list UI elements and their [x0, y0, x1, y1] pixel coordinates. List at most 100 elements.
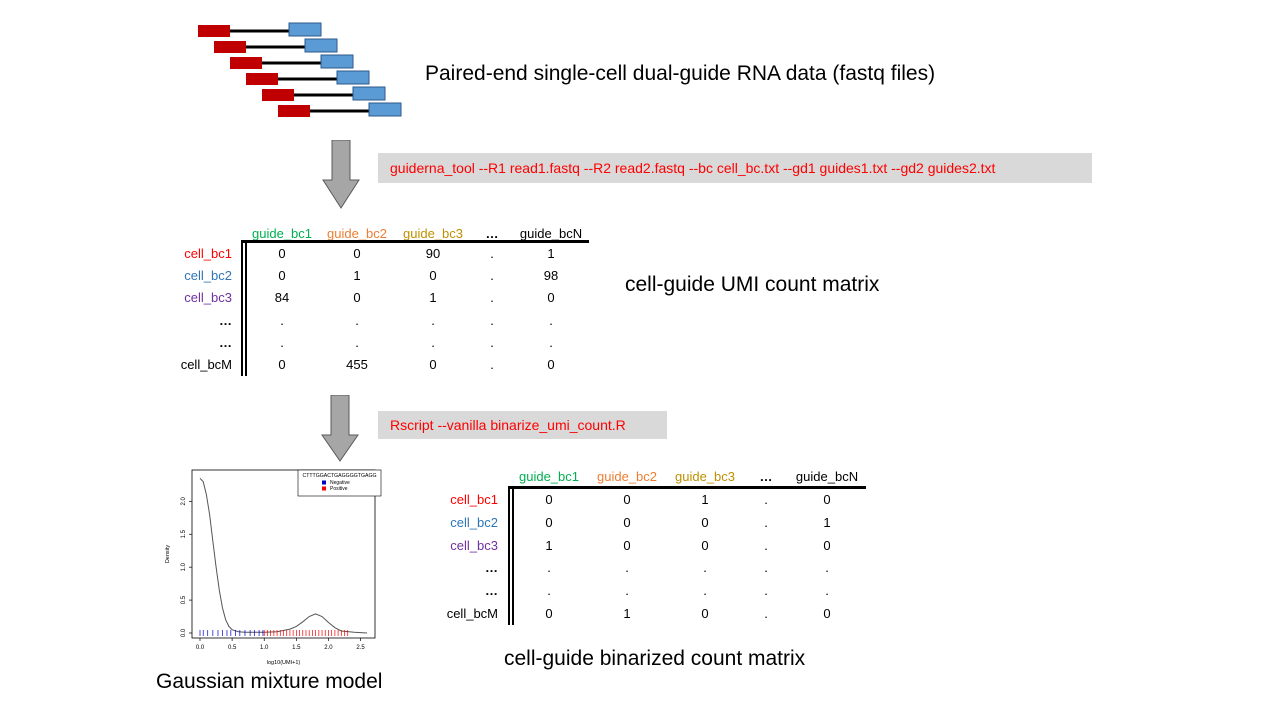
matrix-cell: 1 — [701, 492, 709, 507]
row-label: cell_bc2 — [450, 514, 498, 530]
matrix-cell: 0 — [547, 357, 555, 372]
matrix-header-rule — [241, 240, 589, 243]
matrix-cell: 0 — [278, 246, 286, 261]
matrix-cell: 1 — [547, 246, 555, 261]
read2-segment — [368, 102, 402, 117]
legend-item: Positive — [330, 486, 348, 492]
y-tick-label: 0.0 — [181, 628, 187, 637]
read2-segment — [304, 38, 338, 53]
column-header: guide_bc3 — [403, 226, 463, 241]
y-tick-label: 1.0 — [181, 562, 187, 571]
row-label: … — [219, 312, 232, 328]
matrix-row-rule — [245, 240, 247, 376]
matrix-cell: 0 — [823, 492, 831, 507]
matrix-cell: 0 — [547, 290, 555, 306]
read2-segment — [320, 54, 354, 69]
read1-segment — [278, 105, 310, 117]
read1-segment — [214, 41, 246, 53]
matrix-cell: . — [764, 537, 768, 553]
read-pairs-graphic — [198, 22, 402, 117]
matrix-cell: 455 — [346, 357, 368, 372]
matrix-cell: 84 — [274, 290, 290, 306]
column-header: guide_bcN — [795, 469, 859, 484]
matrix-cell: . — [764, 606, 768, 621]
matrix-cell: . — [625, 560, 629, 576]
matrix-cell: . — [490, 334, 494, 350]
x-tick-label: 0.5 — [228, 645, 237, 651]
legend-item: Negative — [330, 480, 350, 486]
matrix-cell: . — [825, 583, 829, 599]
plot-legend — [297, 469, 382, 497]
matrix-cell: . — [431, 334, 435, 350]
matrix-cell: 0 — [823, 606, 831, 621]
matrix-cell: 1 — [545, 537, 553, 553]
matrix-cell: . — [825, 560, 829, 576]
binarized-matrix-label: cell-guide binarized count matrix — [504, 647, 806, 670]
x-tick-label: 2.5 — [356, 645, 365, 651]
matrix-cell: . — [764, 514, 768, 530]
legend-swatch — [322, 486, 326, 491]
matrix-cell: 0 — [623, 514, 631, 530]
matrix-cell: . — [490, 357, 494, 372]
read1-segment — [198, 25, 230, 37]
column-header: guide_bc2 — [597, 469, 657, 484]
down-arrow-1 — [322, 140, 360, 209]
read2-segment — [352, 86, 386, 101]
column-header: guide_bcN — [519, 226, 583, 241]
matrix-cell: . — [280, 312, 284, 328]
row-label: … — [219, 334, 232, 350]
matrix-cell: . — [280, 334, 284, 350]
density-curve — [199, 477, 368, 634]
gmm-density-plot: 0.0 0.5 1.0 1.5 2.0 0.0 0.5 1.0 1.5 2.0 2.5 log10(U… — [165, 469, 382, 666]
read2-segment — [288, 22, 322, 37]
row-label: cell_bc2 — [184, 268, 232, 284]
legend-swatch — [322, 480, 326, 485]
matrix-cell: 0 — [278, 268, 286, 284]
matrix-cell: . — [703, 583, 707, 599]
matrix-cell: 0 — [545, 606, 553, 621]
matrix-cell: . — [549, 334, 553, 350]
umi-matrix-label: cell-guide UMI count matrix — [625, 273, 880, 296]
row-label: cell_bc3 — [184, 290, 232, 306]
row-label: cell_bc3 — [450, 537, 498, 553]
matrix-cell: . — [703, 560, 707, 576]
column-header: … — [759, 469, 773, 484]
matrix-cell: 98 — [543, 268, 559, 284]
matrix-cell: 0 — [545, 492, 553, 507]
matrix-cell: . — [547, 560, 551, 576]
matrix-cell: 0 — [701, 514, 709, 530]
matrix-row-rule — [241, 240, 243, 376]
gmm-label: Gaussian mixture model — [156, 670, 383, 693]
column-header: guide_bc1 — [252, 226, 312, 241]
matrix-cell: . — [547, 583, 551, 599]
row-label: … — [485, 560, 498, 576]
matrix-cell: . — [764, 560, 768, 576]
matrix-cell: 1 — [353, 268, 361, 284]
matrix-cell: . — [355, 312, 359, 328]
y-tick-label: 0.5 — [181, 595, 187, 604]
read1-segment — [230, 57, 262, 69]
matrix-cell: 0 — [353, 246, 361, 261]
fastq-data-label: Paired-end single-cell dual-guide RNA da… — [425, 62, 936, 85]
x-tick-label: 1.5 — [292, 645, 301, 651]
matrix-cell: 0 — [823, 537, 831, 553]
matrix-cell: . — [764, 492, 768, 507]
column-header: … — [485, 226, 499, 241]
matrix-cell: 90 — [425, 246, 441, 261]
matrix-cell: 0 — [278, 357, 286, 372]
y-axis-label: Density — [165, 545, 171, 564]
matrix-cell: 0 — [701, 537, 709, 553]
read2-segment — [336, 70, 370, 85]
matrix-cell: 0 — [623, 537, 631, 553]
row-label: cell_bc1 — [450, 492, 498, 507]
matrix-cell: . — [355, 334, 359, 350]
matrix-cell: . — [490, 312, 494, 328]
matrix-header-rule — [508, 486, 866, 489]
down-arrow-2 — [321, 395, 359, 462]
matrix-cell: . — [549, 312, 553, 328]
matrix-row-rule — [512, 486, 514, 625]
matrix-cell: . — [431, 312, 435, 328]
legend-title: CTTTGGACTGAGGGGTGAGG — [302, 473, 376, 479]
column-header: guide_bc3 — [675, 469, 735, 484]
row-label: … — [485, 583, 498, 599]
